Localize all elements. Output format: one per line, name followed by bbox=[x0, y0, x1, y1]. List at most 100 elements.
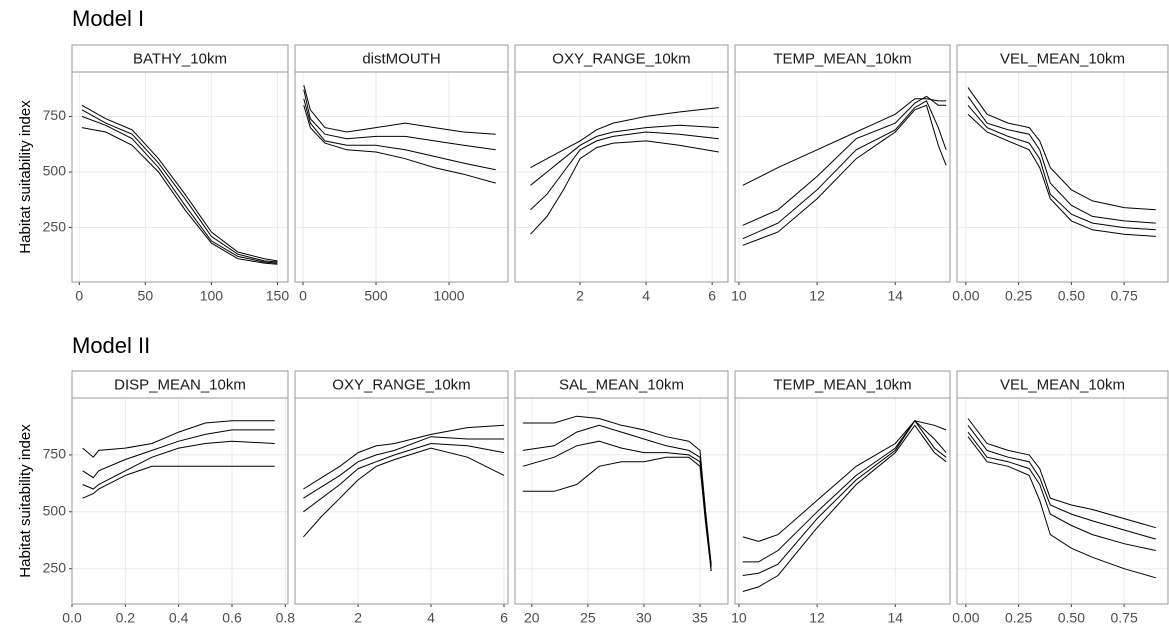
panel-border bbox=[294, 71, 509, 283]
x-tick-label: 12 bbox=[809, 288, 825, 304]
x-tick-label: 20 bbox=[524, 610, 540, 626]
strip-label: OXY_RANGE_10km bbox=[552, 50, 690, 67]
line bbox=[303, 442, 505, 513]
x-tick-label: 0 bbox=[299, 288, 307, 304]
line bbox=[967, 113, 1156, 237]
line bbox=[530, 140, 719, 235]
y-tick-label: 250 bbox=[43, 559, 67, 575]
x-tick-label: 10 bbox=[731, 288, 747, 304]
panel-background bbox=[957, 72, 1168, 282]
panel-background bbox=[72, 72, 288, 282]
line bbox=[742, 420, 947, 542]
panel-border bbox=[71, 397, 289, 605]
panel-border bbox=[71, 71, 289, 283]
panel-border bbox=[734, 397, 951, 605]
x-tick-label: 30 bbox=[636, 610, 652, 626]
line bbox=[742, 98, 947, 186]
panel-background bbox=[515, 398, 728, 604]
line bbox=[967, 424, 1156, 540]
x-tick-label: 100 bbox=[200, 288, 224, 304]
strip-label: VEL_MEAN_10km bbox=[1000, 50, 1125, 67]
strip bbox=[294, 370, 509, 399]
panel-background bbox=[735, 398, 950, 604]
x-tick-label: 0.00 bbox=[952, 610, 979, 626]
line bbox=[742, 424, 947, 592]
line bbox=[81, 115, 278, 264]
section-title: Model II bbox=[72, 333, 150, 358]
line bbox=[967, 418, 1156, 529]
line bbox=[303, 105, 496, 184]
strip bbox=[734, 370, 951, 399]
x-tick-label: 14 bbox=[887, 288, 903, 304]
strip-label: distMOUTH bbox=[362, 50, 440, 67]
strip-label: TEMP_MEAN_10km bbox=[773, 50, 911, 67]
x-tick-label: 4 bbox=[642, 288, 650, 304]
x-tick-label: 12 bbox=[809, 610, 825, 626]
x-tick-label: 10 bbox=[731, 610, 747, 626]
strip-label: TEMP_MEAN_10km bbox=[773, 376, 911, 393]
x-tick-label: 150 bbox=[266, 288, 290, 304]
x-tick-label: 0.75 bbox=[1110, 288, 1137, 304]
panel-border bbox=[514, 397, 729, 605]
x-tick-label: 0.4 bbox=[169, 610, 189, 626]
panel-border bbox=[294, 397, 509, 605]
y-tick-label: 750 bbox=[43, 446, 67, 462]
line bbox=[81, 127, 278, 265]
strip bbox=[294, 44, 509, 73]
strip bbox=[734, 44, 951, 73]
line bbox=[522, 440, 712, 567]
strip-label: DISP_MEAN_10km bbox=[114, 376, 246, 393]
x-tick-label: 0.25 bbox=[1005, 288, 1032, 304]
line bbox=[530, 107, 719, 169]
line bbox=[530, 124, 719, 186]
strip bbox=[514, 44, 729, 73]
y-tick-label: 750 bbox=[43, 107, 67, 123]
section-title: Model I bbox=[72, 6, 144, 31]
line bbox=[967, 104, 1156, 231]
line bbox=[82, 429, 275, 479]
x-tick-label: 6 bbox=[500, 610, 508, 626]
x-tick-label: 500 bbox=[364, 288, 388, 304]
x-tick-label: 2 bbox=[354, 610, 362, 626]
panel-background bbox=[295, 398, 508, 604]
x-tick-label: 0.00 bbox=[952, 288, 979, 304]
strip-label: SAL_MEAN_10km bbox=[559, 376, 684, 393]
line bbox=[81, 104, 278, 262]
panel-border bbox=[734, 71, 951, 283]
x-tick-label: 0.6 bbox=[222, 610, 242, 626]
x-tick-label: 0.25 bbox=[1005, 610, 1032, 626]
x-tick-label: 6 bbox=[708, 288, 716, 304]
x-tick-label: 4 bbox=[427, 610, 435, 626]
panel-background bbox=[735, 72, 950, 282]
panel-border bbox=[514, 71, 729, 283]
panel-background bbox=[515, 72, 728, 282]
line bbox=[303, 447, 505, 538]
line bbox=[82, 420, 275, 458]
x-tick-label: 35 bbox=[692, 610, 708, 626]
strip-label: OXY_RANGE_10km bbox=[332, 376, 470, 393]
panel-border bbox=[956, 397, 1169, 605]
line bbox=[303, 436, 504, 499]
line bbox=[742, 104, 947, 246]
strip bbox=[514, 370, 729, 399]
x-tick-label: 2 bbox=[576, 288, 584, 304]
line bbox=[742, 100, 947, 240]
line bbox=[303, 424, 505, 490]
x-tick-label: 0.50 bbox=[1058, 610, 1085, 626]
line bbox=[967, 431, 1156, 551]
strip-label: VEL_MEAN_10km bbox=[1000, 376, 1125, 393]
panel-background bbox=[295, 72, 508, 282]
line bbox=[742, 95, 947, 226]
strip bbox=[71, 44, 289, 73]
panel-border bbox=[956, 71, 1169, 283]
line bbox=[967, 96, 1156, 224]
x-tick-label: 0.50 bbox=[1058, 288, 1085, 304]
line bbox=[303, 98, 496, 171]
x-tick-label: 0.2 bbox=[116, 610, 136, 626]
y-axis-label: Habitat suitability index bbox=[17, 424, 34, 578]
panel-background bbox=[957, 398, 1168, 604]
x-tick-label: 0.75 bbox=[1110, 610, 1137, 626]
line bbox=[742, 420, 947, 563]
y-tick-label: 500 bbox=[43, 163, 67, 179]
